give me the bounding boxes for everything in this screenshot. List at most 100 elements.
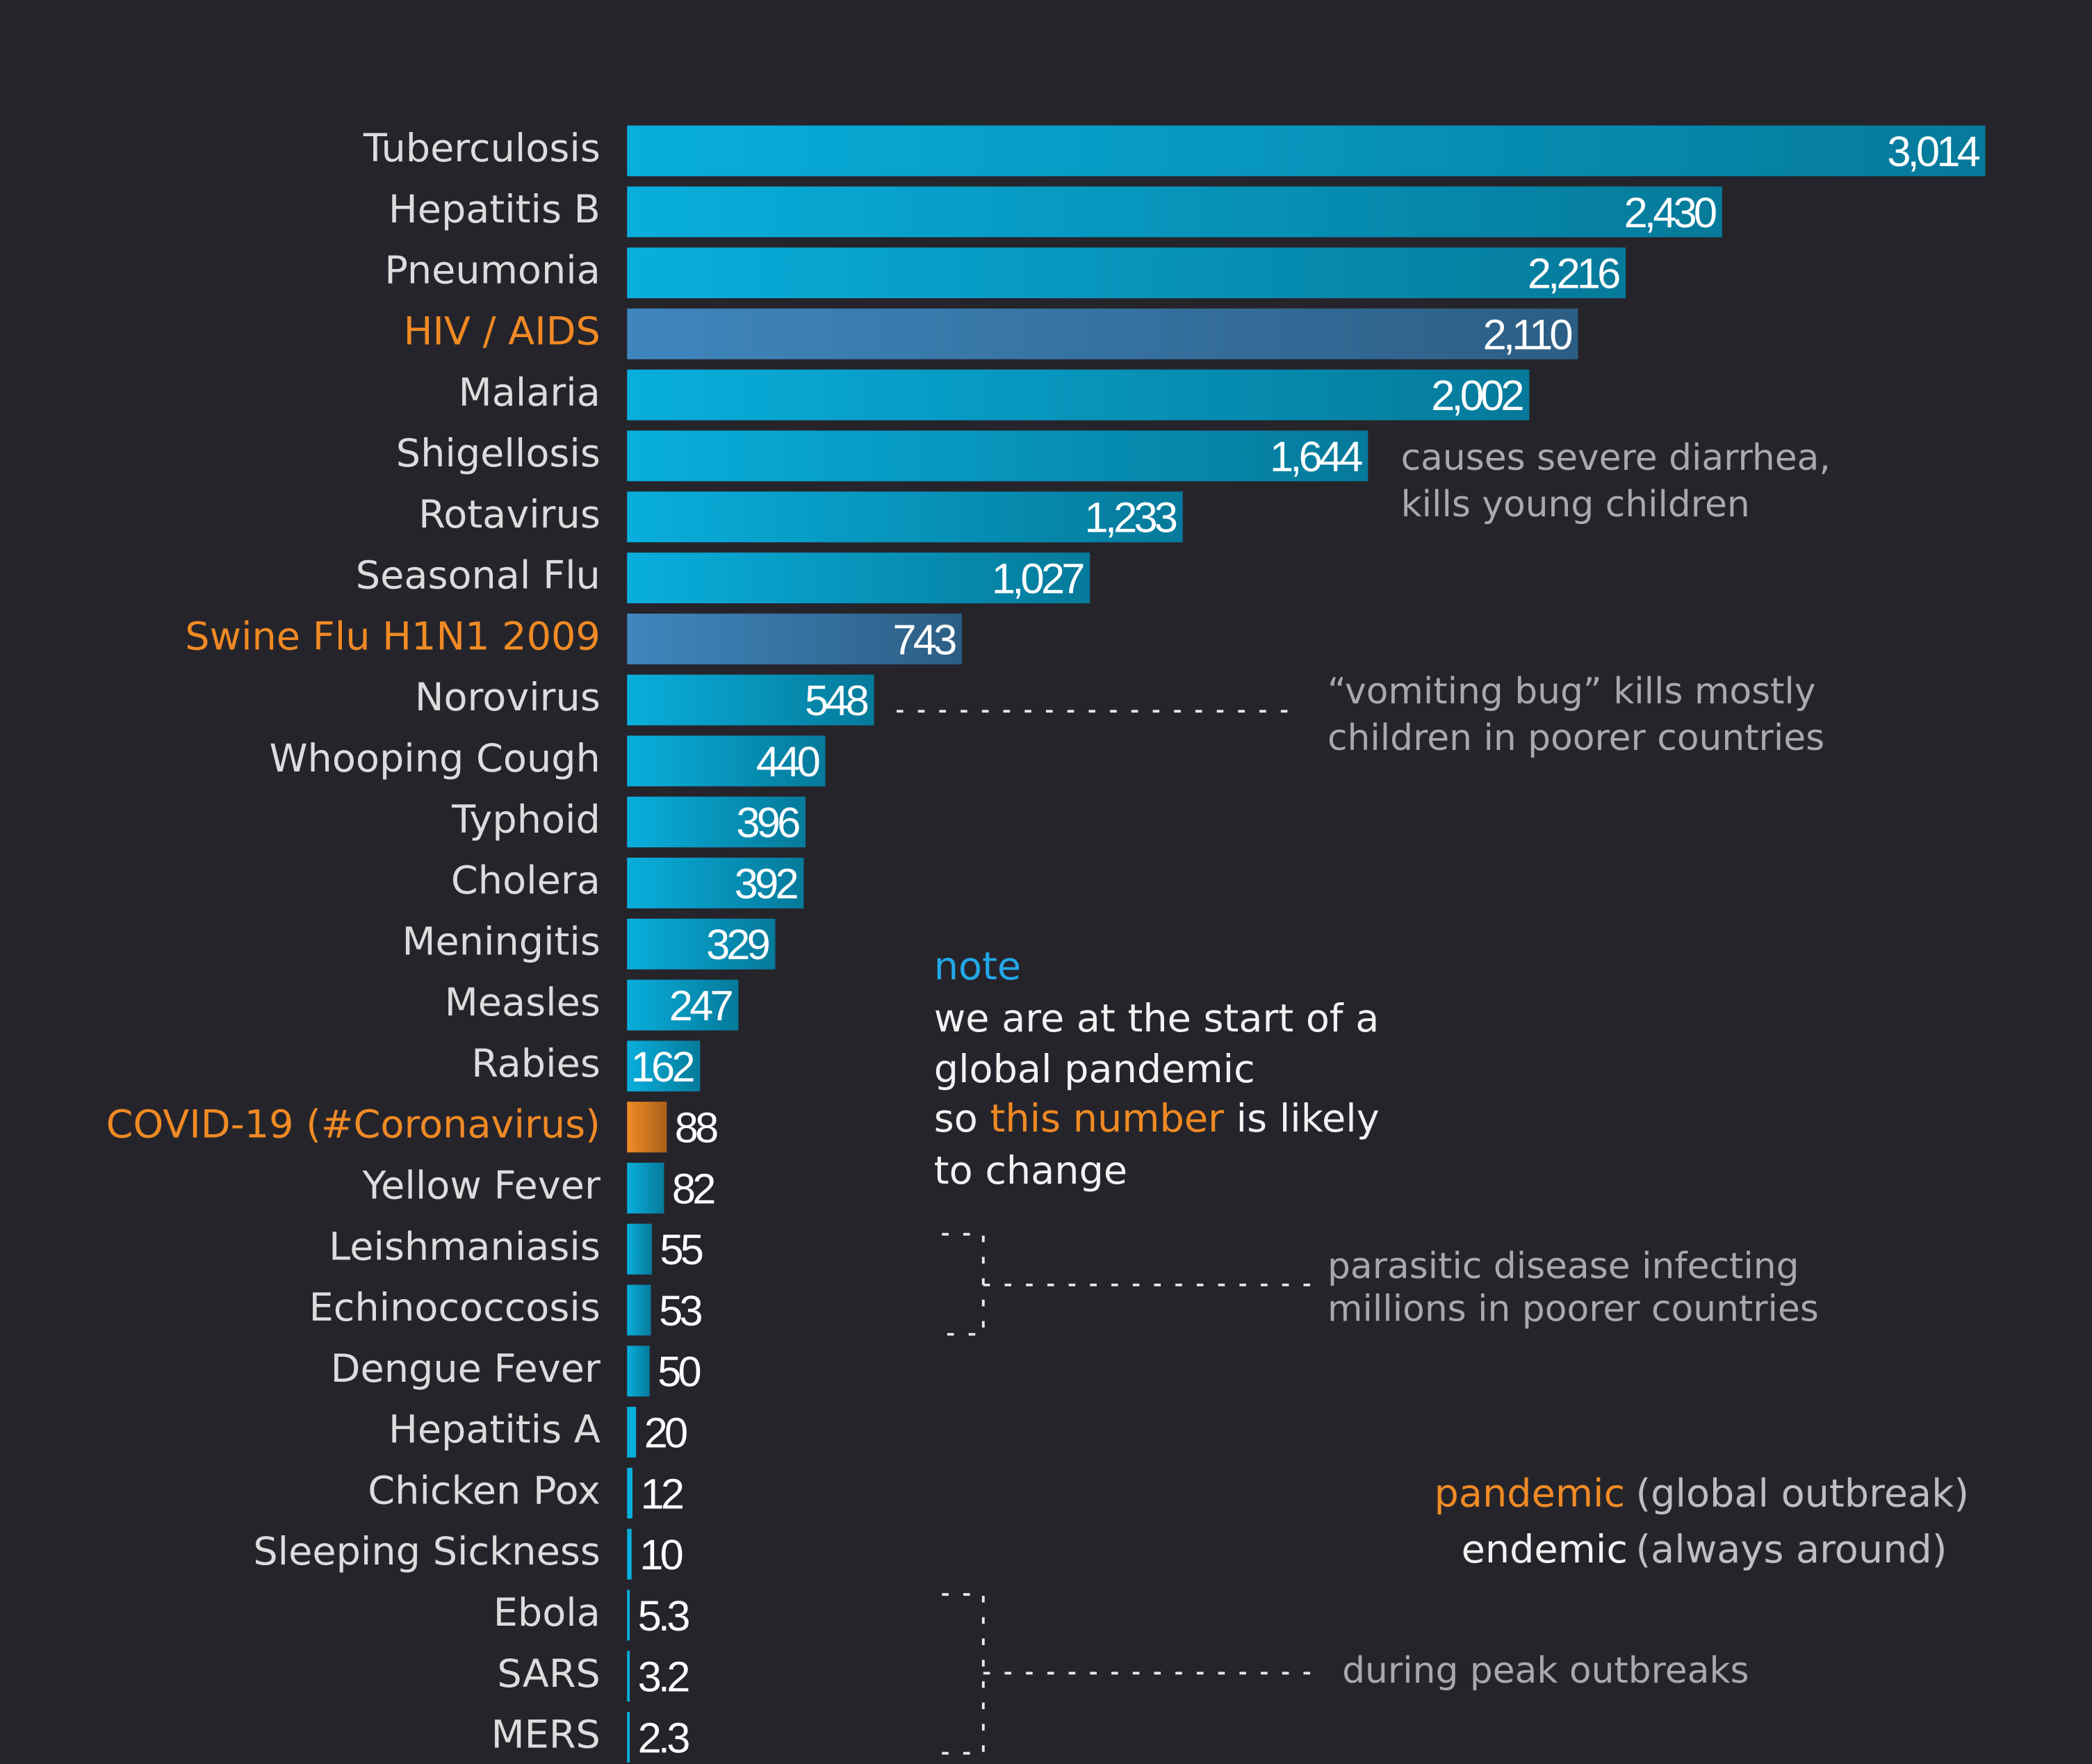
category-label: Typhoid (451, 797, 600, 842)
note-text: is likely (1236, 1096, 1380, 1141)
note-line: to change (934, 1148, 1127, 1193)
annotation: millions in poorer countries (1327, 1289, 1819, 1330)
bar-shade (627, 979, 739, 1031)
bar-shade (627, 125, 1986, 177)
category-label: Echinococcosis (309, 1285, 600, 1330)
category-label: Swine Flu H1N1 2009 (185, 614, 600, 659)
bracket (942, 1593, 1321, 1755)
bar-shade (627, 553, 1090, 604)
legend-desc: (always around) (1635, 1527, 1947, 1572)
bar-shade (627, 613, 962, 664)
category-label: Seasonal Flu (356, 553, 600, 598)
value-label: 396 (736, 799, 799, 847)
value-label: 5.3 (638, 1592, 689, 1640)
value-label: 12 (641, 1470, 683, 1518)
value-label: 2,110 (1483, 311, 1572, 359)
annotation: kills young children (1401, 484, 1750, 525)
category-label: COVID-19 (#Coronavirus) (106, 1102, 600, 1148)
category-label: Sleeping Sickness (253, 1529, 600, 1574)
legend-endemic: endemic (1462, 1527, 1628, 1572)
value-label: 2,430 (1624, 189, 1716, 237)
category-label: Rabies (471, 1041, 600, 1086)
bar (627, 1528, 632, 1580)
category-label: Rotavirus (418, 492, 600, 537)
value-label: 392 (735, 860, 798, 908)
value-label: 2,002 (1431, 372, 1523, 420)
value-label: 1,644 (1270, 433, 1362, 481)
bar (627, 1407, 637, 1458)
value-label: 162 (631, 1043, 694, 1091)
annotation: parasitic disease infecting (1327, 1246, 1799, 1287)
category-label: Dengue Fever (331, 1346, 600, 1391)
bars: Tuberculosis 3,014 Hepatitis B 2,430 Pneumon… (106, 125, 1986, 1763)
value-label: 247 (669, 982, 733, 1030)
bar-shade (627, 1162, 664, 1214)
note-line: so this number is likely (934, 1096, 1380, 1141)
bar (627, 1590, 630, 1641)
annotation: children in poorer countries (1327, 717, 1824, 759)
category-label: SARS (497, 1651, 600, 1697)
legend-desc: (global outbreak) (1635, 1471, 1969, 1516)
bar-shade (627, 918, 776, 970)
bar (627, 1712, 630, 1763)
bar-shade (627, 369, 1530, 420)
category-label: Ebola (493, 1590, 600, 1635)
note-highlight: this number (990, 1096, 1225, 1141)
note-line: we are at the start of a (934, 996, 1380, 1041)
value-label: 1,233 (1084, 494, 1176, 542)
category-label: Hepatitis A (389, 1407, 600, 1453)
bar-shade (627, 491, 1183, 543)
category-label: Yellow Fever (362, 1163, 600, 1209)
category-label: MERS (491, 1713, 600, 1758)
annotation: “vomiting bug” kills mostly (1327, 671, 1815, 712)
value-label: 20 (644, 1410, 687, 1457)
annotation: causes severe diarrhea, (1401, 437, 1831, 479)
bar-shade (627, 1102, 667, 1153)
category-label: Malaria (459, 370, 600, 415)
category-label: Chicken Pox (368, 1468, 600, 1513)
bar-shade (627, 1223, 652, 1275)
category-label: Hepatitis B (389, 187, 600, 232)
note-text: so (934, 1096, 978, 1141)
note-heading: note (934, 944, 1021, 989)
note-line: global pandemic (934, 1047, 1255, 1092)
value-label: 53 (659, 1287, 701, 1335)
category-label: Pneumonia (384, 248, 600, 293)
value-label: 329 (706, 921, 769, 969)
category-label: Cholera (451, 858, 600, 904)
value-label: 3.2 (638, 1653, 689, 1701)
bar-shade (627, 247, 1626, 299)
bar (627, 1467, 633, 1519)
bracket (942, 1232, 1321, 1336)
value-label: 440 (756, 738, 819, 786)
value-label: 88 (675, 1104, 717, 1152)
annotation: during peak outbreaks (1342, 1650, 1749, 1692)
value-label: 10 (639, 1531, 682, 1579)
bar-shade (627, 1346, 650, 1397)
value-label: 55 (660, 1226, 702, 1274)
bar-shade (627, 1040, 701, 1092)
category-label: HIV / AIDS (404, 309, 600, 354)
value-label: 548 (805, 677, 868, 725)
category-label: Leishmaniasis (329, 1224, 600, 1269)
category-label: Whooping Cough (270, 736, 600, 781)
category-label: Tuberculosis (363, 126, 600, 171)
bar-shade (627, 858, 804, 908)
category-label: Meningitis (402, 919, 600, 964)
bar-shade (627, 430, 1368, 482)
legend-pandemic: pandemic (1435, 1471, 1626, 1516)
value-label: 2,216 (1528, 250, 1619, 298)
value-label: 50 (657, 1348, 700, 1396)
bar-shade (627, 1284, 651, 1336)
bar-shade (627, 308, 1578, 359)
bar-shade (627, 674, 874, 726)
value-label: 82 (672, 1165, 714, 1213)
value-label: 2.3 (638, 1714, 689, 1762)
bar-shade (627, 735, 826, 787)
bar-shade (627, 186, 1722, 238)
category-label: Norovirus (415, 675, 600, 720)
category-label: Shigellosis (396, 431, 600, 476)
value-label: 743 (892, 616, 956, 664)
